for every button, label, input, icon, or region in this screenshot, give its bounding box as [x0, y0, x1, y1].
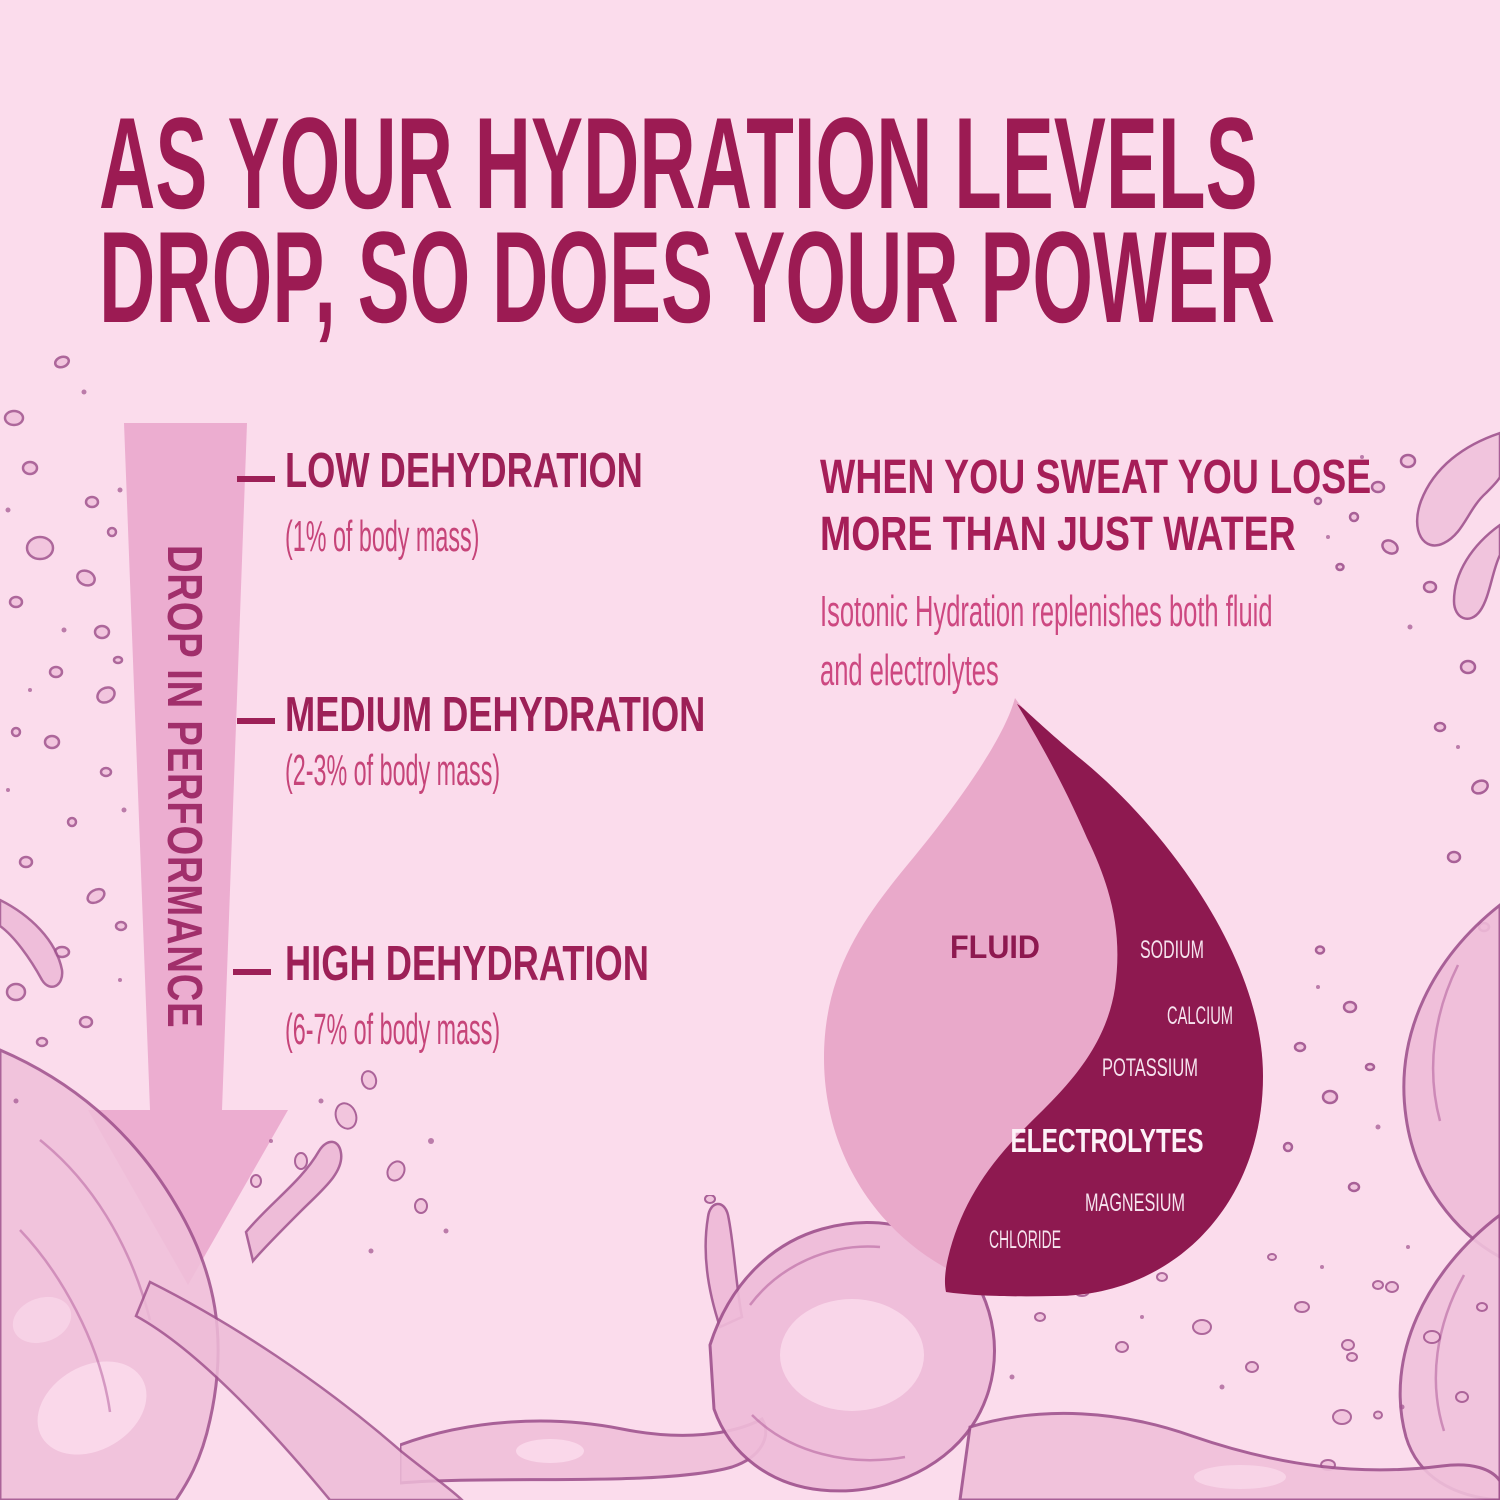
mineral-label-calcium: CALCIUM [1167, 1002, 1233, 1030]
water-splash-bottom-left [0, 1048, 464, 1500]
droplet-electrolytes-region [944, 704, 1263, 1297]
level-high-heading: HIGH DEHYDRATION [285, 937, 649, 991]
level-low: LOW DEHYDRATION [285, 447, 769, 496]
electrolytes-label: ELECTROLYTES [1011, 1122, 1204, 1159]
sweat-body-line2: and electrolytes [820, 646, 999, 695]
sweat-body-line1: Isotonic Hydration replenishes both flui… [820, 587, 1273, 636]
arrow-shaft [124, 423, 247, 1110]
mineral-label-potassium: POTASSIUM [1102, 1054, 1198, 1082]
mineral-label-sodium: SODIUM [1140, 936, 1204, 964]
level-medium-subheading: (2-3% of body mass) [285, 746, 501, 795]
page-title: AS YOUR HYDRATION LEVELS DROP, SO DOES Y… [99, 90, 1276, 350]
water-splash-left-spray [0, 355, 128, 1048]
sweat-heading-line1: WHEN YOU SWEAT YOU LOSE [820, 451, 1372, 504]
page-title-line2: DROP, SO DOES YOUR POWER [99, 204, 1276, 350]
level-low-subheading: (1% of body mass) [285, 512, 480, 561]
drop-in-performance-label: DROP IN PERFORMANCE [157, 545, 211, 1029]
page-title-line1: AS YOUR HYDRATION LEVELS [99, 90, 1258, 236]
tick-mark-low [237, 476, 275, 482]
droplet-diagram: FLUID SODIUM CALCIUM POTASSIUM ELECTROLY… [824, 698, 1263, 1297]
sweat-section-heading: WHEN YOU SWEAT YOU LOSE MORE THAN JUST W… [820, 449, 1371, 563]
sweat-heading-line2: MORE THAN JUST WATER [820, 508, 1296, 561]
fluid-label: FLUID [950, 929, 1040, 965]
level-medium: MEDIUM DEHYDRATION [285, 691, 853, 740]
level-low-heading: LOW DEHYDRATION [285, 444, 643, 498]
water-splash-right [1282, 431, 1500, 1500]
mineral-label-magnesium: MAGNESIUM [1085, 1189, 1185, 1217]
tick-mark-medium [237, 718, 275, 724]
water-splash-bottom [400, 1195, 1500, 1500]
level-high-subheading: (6-7% of body mass) [285, 1005, 501, 1054]
sweat-section-body: Isotonic Hydration replenishes both flui… [820, 582, 1273, 700]
level-high: HIGH DEHYDRATION [285, 940, 777, 989]
tick-mark-high [233, 969, 271, 975]
mineral-label-chloride: CHLORIDE [989, 1226, 1061, 1254]
level-medium-heading: MEDIUM DEHYDRATION [285, 688, 706, 742]
